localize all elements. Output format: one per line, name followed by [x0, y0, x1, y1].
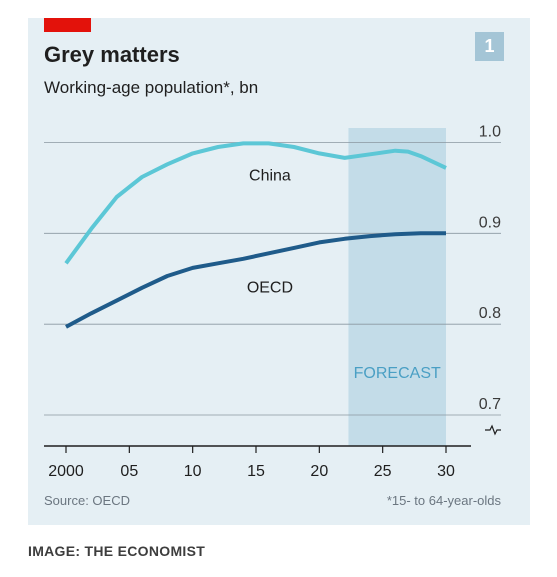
- brand-accent-bar: [44, 18, 91, 32]
- y-tick-label: 1.0: [479, 124, 501, 141]
- x-tick-label: 15: [247, 463, 265, 480]
- y-tick-label: 0.8: [479, 305, 501, 322]
- x-tick-label: 30: [437, 463, 455, 480]
- forecast-region: [348, 128, 446, 446]
- image-credit: IMAGE: THE ECONOMIST: [28, 543, 206, 559]
- x-tick-label: 20: [310, 463, 328, 480]
- chart-card: [28, 18, 530, 525]
- series-line-china: [64, 141, 447, 265]
- y-tick-label: 0.9: [479, 214, 501, 231]
- chart-number-badge: 1: [475, 32, 504, 61]
- forecast-label: FORECAST: [354, 365, 441, 382]
- x-tick-label: 10: [184, 463, 202, 480]
- series-line-oecd: [65, 231, 446, 329]
- axis-break-icon: [485, 424, 501, 436]
- x-tick-label: 25: [374, 463, 392, 480]
- series-label-china: China: [249, 168, 291, 185]
- x-tick-label: 05: [120, 463, 138, 480]
- chart-subtitle: Working-age population*, bn: [44, 78, 259, 97]
- chart-title: Grey matters: [44, 42, 180, 67]
- source-note: Source: OECD: [44, 493, 130, 508]
- footnote: *15- to 64-year-olds: [386, 493, 501, 508]
- y-tick-label: 0.7: [479, 396, 501, 413]
- x-tick-label: 2000: [48, 463, 84, 480]
- series-label-oecd: OECD: [247, 279, 293, 296]
